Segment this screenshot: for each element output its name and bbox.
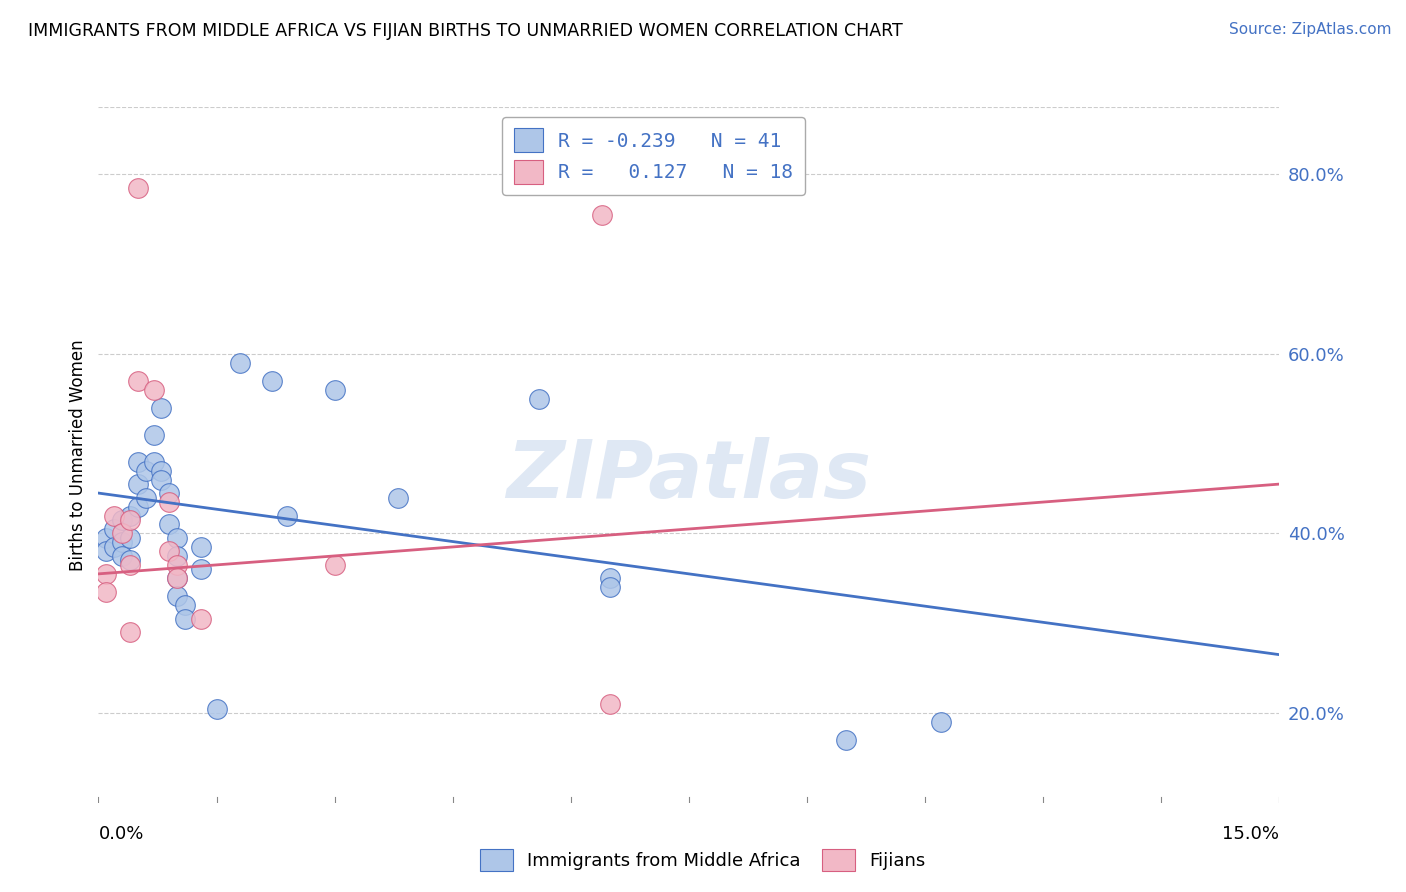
Point: [96, 544, 118, 558]
Point: [111, 535, 134, 549]
Point: [103, 522, 125, 536]
Point: [591, 208, 613, 222]
Point: [111, 513, 134, 527]
Point: [118, 508, 141, 523]
Point: [135, 464, 157, 478]
Point: [127, 181, 149, 195]
Point: [190, 540, 212, 554]
Point: [166, 549, 188, 563]
Point: [276, 508, 298, 523]
Point: [103, 540, 125, 554]
Point: [142, 427, 165, 442]
Point: [118, 513, 141, 527]
Point: [174, 612, 197, 626]
Point: [111, 526, 134, 541]
Text: Source: ZipAtlas.com: Source: ZipAtlas.com: [1229, 22, 1392, 37]
Point: [229, 356, 252, 370]
Point: [190, 612, 212, 626]
Point: [157, 486, 180, 500]
Point: [135, 491, 157, 505]
Point: [96, 566, 118, 581]
Point: [127, 500, 149, 514]
Point: [150, 473, 173, 487]
Legend: R = -0.239   N = 41, R =   0.127   N = 18: R = -0.239 N = 41, R = 0.127 N = 18: [502, 117, 806, 195]
Point: [599, 571, 621, 585]
Point: [260, 374, 283, 388]
Point: [166, 571, 188, 585]
Point: [96, 584, 118, 599]
Text: IMMIGRANTS FROM MIDDLE AFRICA VS FIJIAN BIRTHS TO UNMARRIED WOMEN CORRELATION CH: IMMIGRANTS FROM MIDDLE AFRICA VS FIJIAN …: [28, 22, 903, 40]
Y-axis label: Births to Unmarried Women: Births to Unmarried Women: [69, 339, 87, 571]
Point: [127, 477, 149, 491]
Point: [118, 531, 141, 545]
Point: [174, 599, 197, 613]
Point: [929, 714, 952, 729]
Text: 0.0%: 0.0%: [98, 825, 143, 843]
Point: [166, 558, 188, 572]
Point: [118, 553, 141, 567]
Point: [205, 701, 228, 715]
Point: [96, 531, 118, 545]
Legend: Immigrants from Middle Africa, Fijians: Immigrants from Middle Africa, Fijians: [474, 842, 932, 879]
Point: [323, 383, 346, 397]
Point: [142, 383, 165, 397]
Text: ZIPatlas: ZIPatlas: [506, 437, 872, 515]
Point: [118, 558, 141, 572]
Point: [118, 625, 141, 640]
Text: 15.0%: 15.0%: [1222, 825, 1279, 843]
Point: [111, 549, 134, 563]
Point: [599, 580, 621, 594]
Point: [835, 733, 858, 747]
Point: [599, 697, 621, 711]
Point: [166, 571, 188, 585]
Point: [166, 590, 188, 604]
Point: [127, 455, 149, 469]
Point: [150, 401, 173, 415]
Point: [157, 544, 180, 558]
Point: [127, 374, 149, 388]
Point: [190, 562, 212, 576]
Point: [323, 558, 346, 572]
Point: [150, 464, 173, 478]
Point: [166, 531, 188, 545]
Point: [387, 491, 409, 505]
Point: [142, 455, 165, 469]
Point: [157, 517, 180, 532]
Point: [103, 508, 125, 523]
Point: [529, 392, 551, 406]
Point: [157, 495, 180, 509]
